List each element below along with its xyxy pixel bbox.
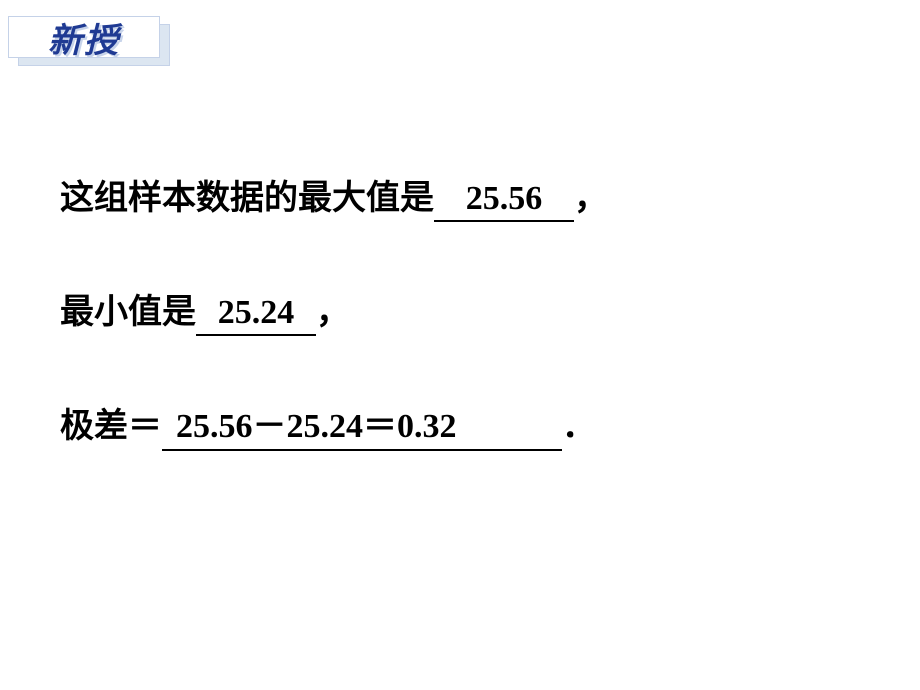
title-badge-text: 新授 bbox=[48, 13, 120, 62]
blank-max: 25.56 bbox=[434, 180, 574, 222]
line-max-suffix: ， bbox=[574, 180, 608, 217]
line-max-prefix: 这组样本数据的最大值是 bbox=[60, 180, 434, 217]
title-badge-box: 新授 bbox=[8, 16, 160, 58]
line-range-prefix: 极差＝ bbox=[60, 408, 162, 445]
blank-max-value: 25.56 bbox=[466, 180, 543, 217]
line-range-suffix: ． bbox=[562, 408, 596, 445]
blank-range: 25.56－25.24＝0.32 bbox=[162, 398, 562, 451]
line-min: 最小值是 25.24 ， bbox=[60, 284, 880, 336]
line-min-prefix: 最小值是 bbox=[60, 294, 196, 331]
line-max: 这组样本数据的最大值是 25.56 ， bbox=[60, 170, 880, 222]
blank-min-value: 25.24 bbox=[218, 294, 295, 331]
line-range: 极差＝ 25.56－25.24＝0.32 ． bbox=[60, 398, 880, 451]
blank-min: 25.24 bbox=[196, 294, 316, 336]
content-area: 这组样本数据的最大值是 25.56 ， 最小值是 25.24 ， 极差＝ 25.56－25… bbox=[60, 170, 880, 513]
blank-range-value: 25.56－25.24＝0.32 bbox=[176, 408, 457, 445]
line-min-suffix: ， bbox=[316, 294, 350, 331]
